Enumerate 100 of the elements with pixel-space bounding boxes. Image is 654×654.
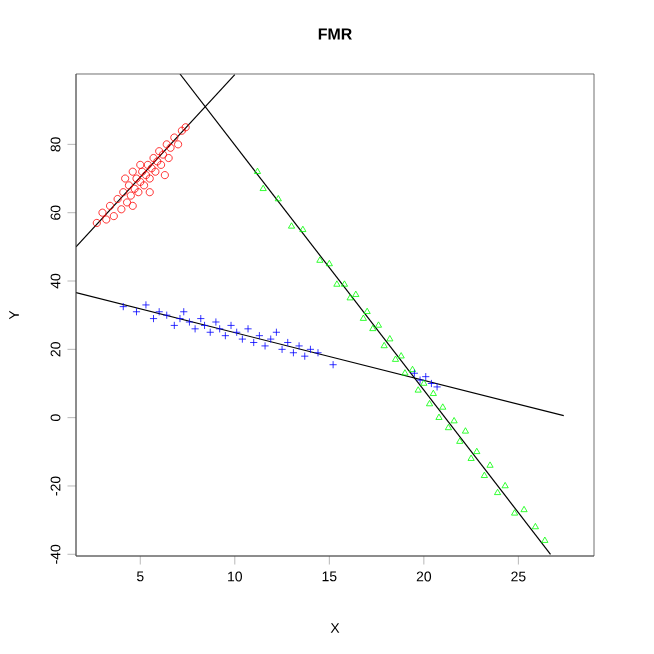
point xyxy=(333,280,341,287)
point xyxy=(232,328,241,337)
point xyxy=(162,140,171,149)
point xyxy=(253,167,261,174)
point xyxy=(299,225,307,232)
point xyxy=(121,174,130,183)
point xyxy=(124,181,133,190)
point xyxy=(132,174,141,183)
point xyxy=(140,181,149,190)
point xyxy=(126,191,135,200)
point xyxy=(166,143,175,152)
point xyxy=(531,522,539,530)
point xyxy=(386,335,394,342)
point xyxy=(426,400,434,407)
point xyxy=(359,314,367,321)
point xyxy=(92,218,101,227)
point xyxy=(136,160,145,169)
point xyxy=(369,324,377,332)
point xyxy=(147,164,156,173)
point xyxy=(295,341,304,350)
point xyxy=(119,188,128,197)
point xyxy=(113,195,122,204)
point xyxy=(494,488,502,495)
point xyxy=(179,307,188,316)
point xyxy=(266,335,275,344)
point xyxy=(450,417,458,424)
point xyxy=(136,177,145,186)
point xyxy=(249,338,258,347)
point xyxy=(170,133,179,142)
point xyxy=(410,369,419,378)
point xyxy=(289,348,298,357)
point xyxy=(141,171,150,180)
point xyxy=(283,338,292,347)
point xyxy=(486,461,494,468)
point xyxy=(164,154,173,163)
point xyxy=(160,171,169,180)
point xyxy=(401,369,409,376)
point xyxy=(145,174,154,183)
point xyxy=(141,300,150,309)
point xyxy=(145,188,154,197)
point xyxy=(427,379,436,388)
point xyxy=(181,123,190,132)
point xyxy=(149,154,158,163)
point xyxy=(444,423,452,431)
point xyxy=(119,302,128,311)
point xyxy=(541,536,549,543)
point xyxy=(329,360,338,369)
point xyxy=(435,413,443,420)
point xyxy=(132,307,141,316)
point xyxy=(162,311,171,320)
point xyxy=(170,321,179,330)
point xyxy=(409,365,417,373)
point xyxy=(374,321,382,328)
point xyxy=(128,167,137,176)
point xyxy=(98,208,107,217)
point xyxy=(300,352,309,361)
point xyxy=(255,331,264,340)
point xyxy=(117,205,126,214)
point xyxy=(155,147,164,156)
point xyxy=(414,386,422,393)
point xyxy=(151,167,160,176)
point xyxy=(325,259,333,267)
point xyxy=(520,505,528,513)
point xyxy=(238,335,247,344)
point xyxy=(467,454,475,461)
point xyxy=(227,321,236,330)
point xyxy=(215,324,224,333)
point xyxy=(175,314,184,323)
point xyxy=(473,447,481,454)
point xyxy=(272,328,281,337)
point xyxy=(106,201,115,210)
point xyxy=(306,345,315,354)
point xyxy=(316,256,324,263)
point xyxy=(380,341,388,349)
point xyxy=(439,403,447,410)
point xyxy=(456,437,464,444)
point xyxy=(206,328,215,337)
point xyxy=(244,324,253,333)
point xyxy=(314,348,322,357)
point xyxy=(134,188,143,197)
point xyxy=(149,314,158,323)
point xyxy=(259,184,267,191)
point xyxy=(352,290,360,297)
point xyxy=(429,389,437,396)
point xyxy=(421,372,430,381)
point xyxy=(346,294,354,301)
point xyxy=(155,307,164,316)
point xyxy=(511,509,519,516)
point xyxy=(138,167,147,176)
point xyxy=(157,160,166,169)
point xyxy=(211,318,220,326)
point xyxy=(185,318,194,326)
point xyxy=(174,140,183,149)
point xyxy=(461,427,469,434)
point xyxy=(196,314,205,323)
point xyxy=(261,341,270,350)
point xyxy=(200,321,209,330)
point xyxy=(191,324,200,333)
point xyxy=(130,184,139,193)
point xyxy=(480,471,488,478)
